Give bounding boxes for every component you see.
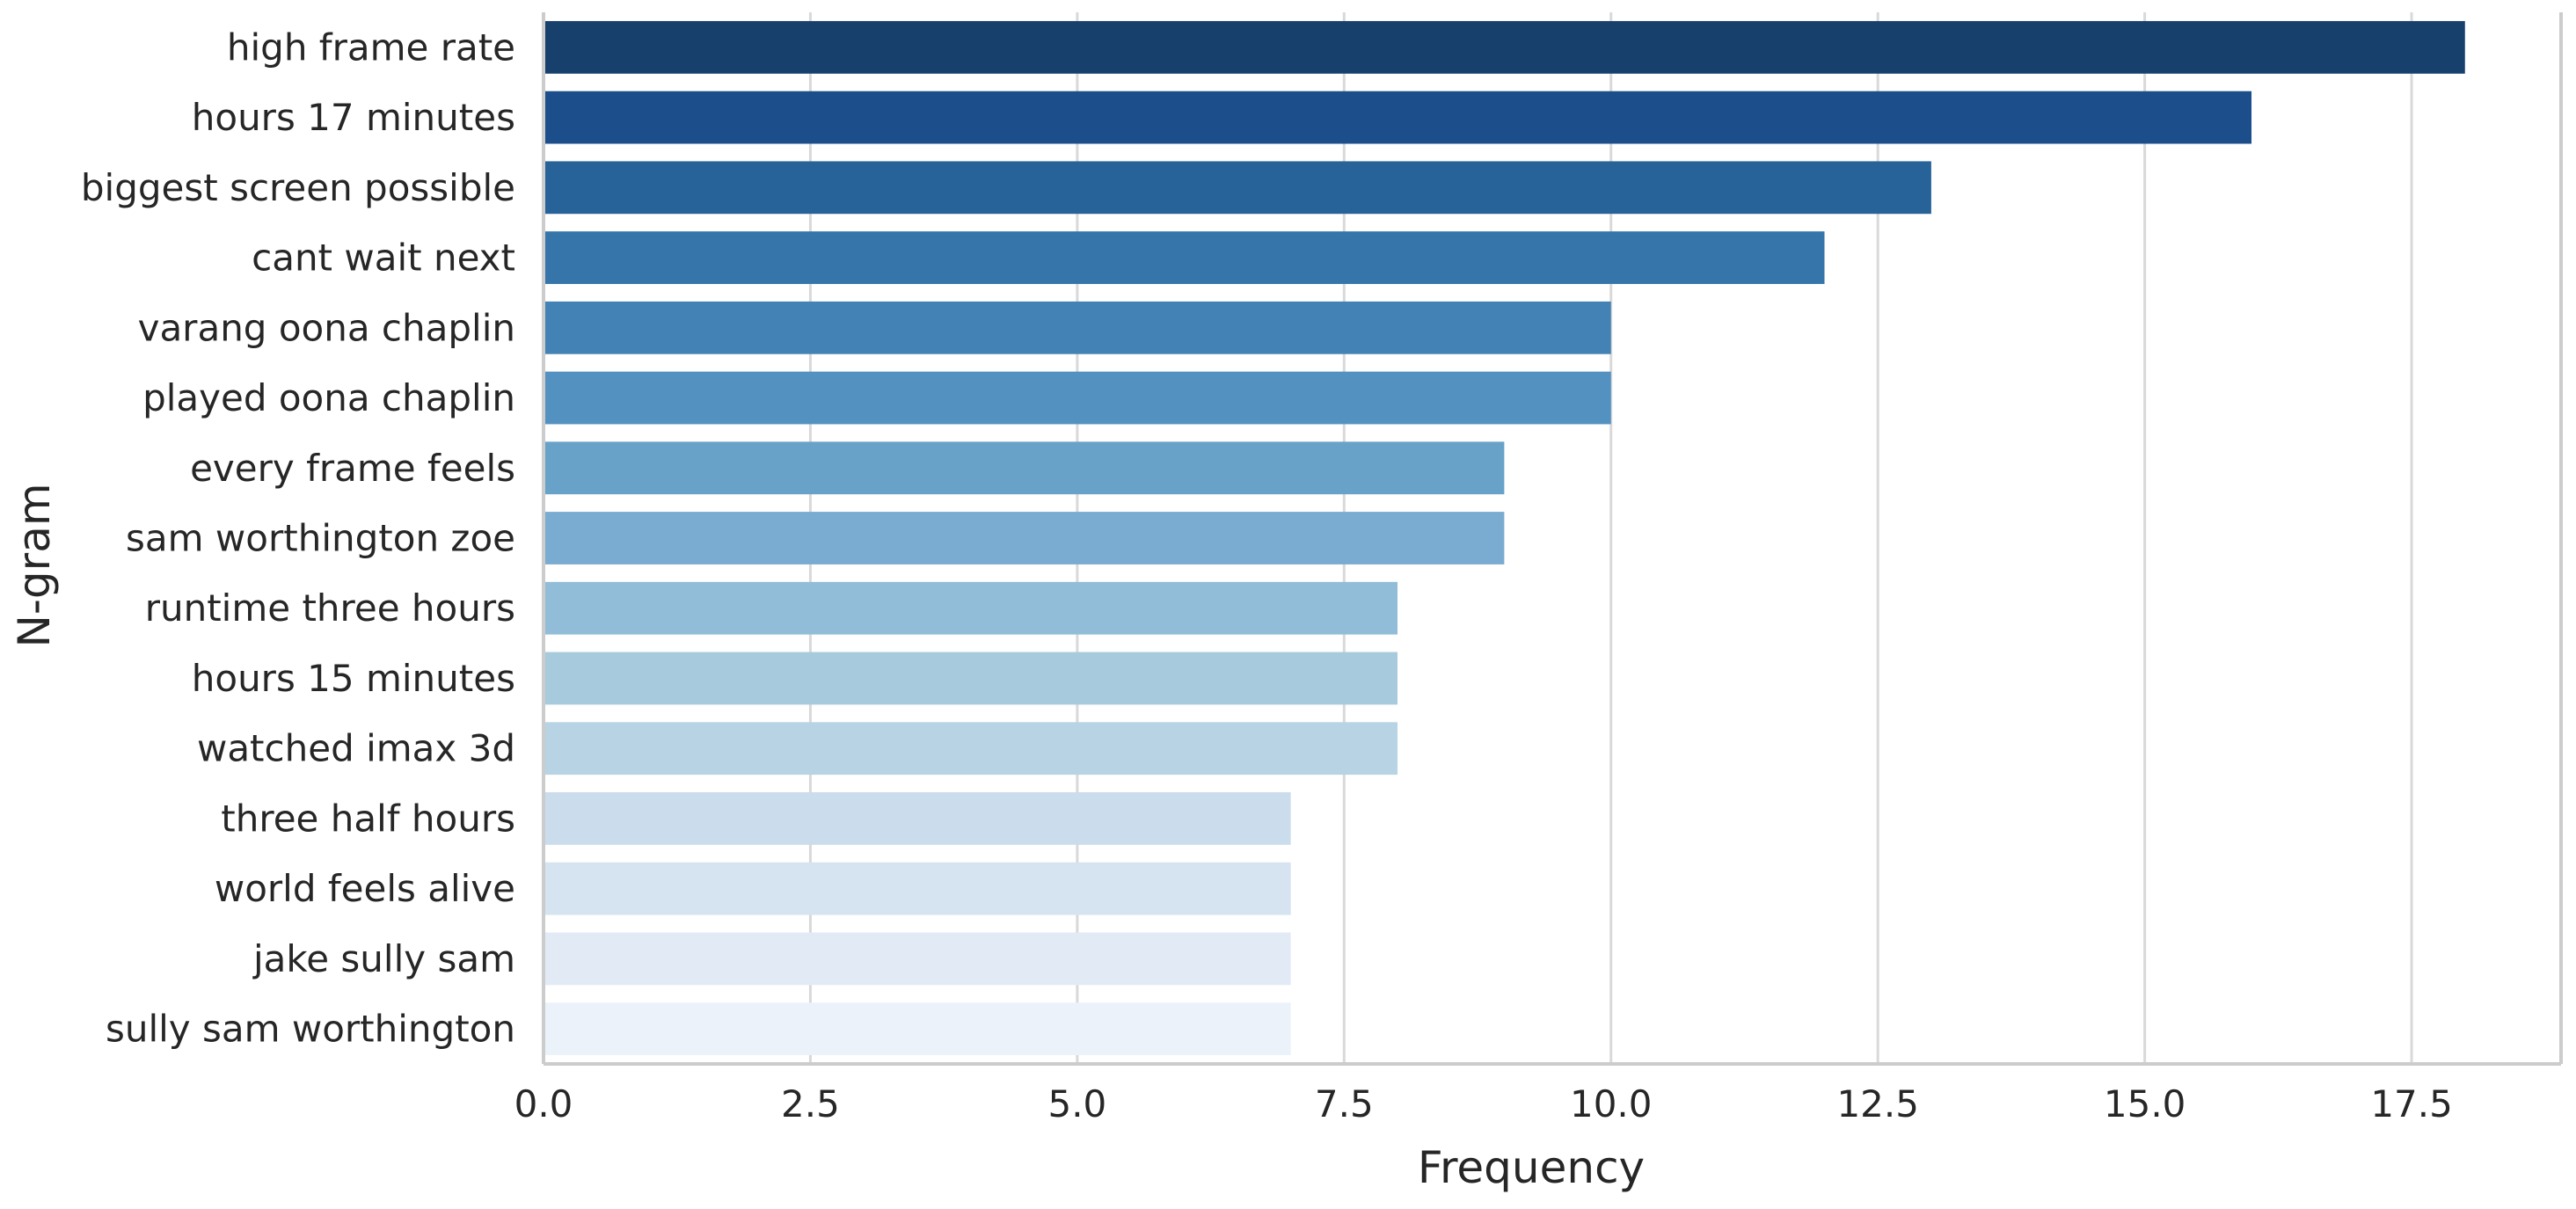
bar-4 (544, 301, 1611, 354)
x-tick-label: 2.5 (781, 1082, 840, 1125)
y-tick-label: every frame feels (190, 447, 515, 490)
y-tick-label: cant wait next (252, 237, 515, 280)
y-tick-label: world feels alive (215, 867, 515, 910)
axes-spines (542, 12, 2563, 1066)
bar-5 (544, 371, 1611, 425)
y-tick-label: hours 17 minutes (192, 96, 515, 139)
x-tick-label: 0.0 (514, 1082, 573, 1125)
bar-1 (544, 91, 2252, 144)
y-tick-label: hours 15 minutes (192, 657, 515, 700)
bar-6 (544, 441, 1505, 495)
bar-9 (544, 652, 1398, 705)
x-tick-label: 12.5 (1836, 1082, 1919, 1125)
x-tick-label: 7.5 (1315, 1082, 1374, 1125)
y-tick-label: three half hours (221, 797, 515, 840)
bar-11 (544, 792, 1291, 845)
y-tick-label: sully sam worthington (106, 1008, 515, 1051)
y-tick-label: biggest screen possible (81, 166, 515, 209)
y-axis-title: N-gram (9, 483, 60, 647)
x-axis-title: Frequency (1418, 1142, 1645, 1193)
bars (544, 20, 2465, 1056)
y-tick-label: high frame rate (227, 25, 515, 69)
bar-12 (544, 862, 1291, 915)
x-tick-label: 5.0 (1047, 1082, 1106, 1125)
y-tick-label: played oona chaplin (142, 376, 515, 419)
y-tick-label: jake sully sam (252, 937, 515, 980)
y-tick-label: watched imax 3d (197, 727, 515, 770)
y-tick-labels: high frame rate hours 17 minutes biggest s… (81, 25, 515, 1050)
bar-3 (544, 231, 1825, 284)
bar-10 (544, 722, 1398, 776)
x-tick-label: 17.5 (2370, 1082, 2453, 1125)
y-tick-label: runtime three hours (145, 586, 515, 630)
y-tick-label: sam worthington zoe (126, 517, 515, 560)
x-tick-labels: 0.0 2.5 5.0 7.5 10.0 12.5 15.0 17.5 (514, 1082, 2453, 1125)
x-tick-label: 10.0 (1570, 1082, 1653, 1125)
bar-13 (544, 932, 1291, 986)
bar-0 (544, 20, 2465, 74)
y-tick-label: varang oona chaplin (138, 306, 515, 349)
bar-8 (544, 581, 1398, 635)
bar-14 (544, 1002, 1291, 1056)
bar-7 (544, 512, 1505, 564)
x-tick-label: 15.0 (2104, 1082, 2186, 1125)
bar-2 (544, 161, 1931, 215)
